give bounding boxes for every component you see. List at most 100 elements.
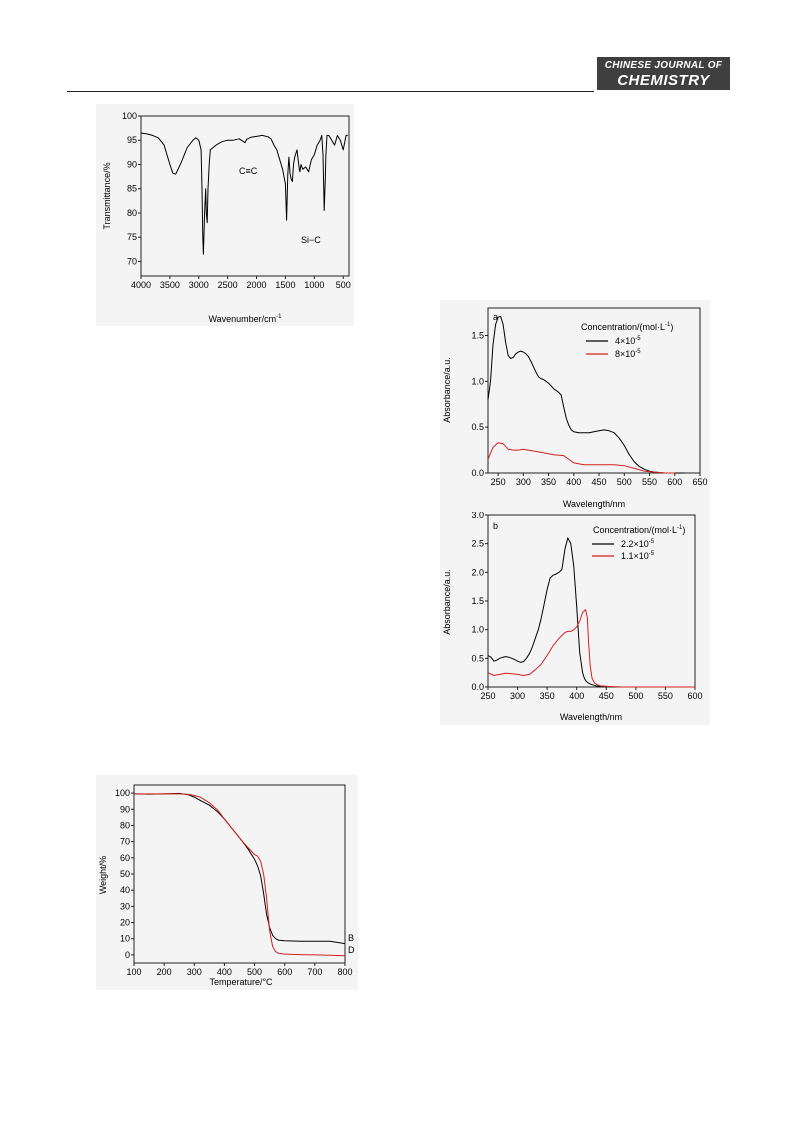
y-tick-label: 3.0 — [471, 512, 484, 520]
x-tick-label: 500 — [617, 477, 632, 487]
x-tick-label: 300 — [187, 967, 202, 977]
x-tick-label: 300 — [510, 691, 525, 701]
x-tick-label: 800 — [337, 967, 352, 977]
x-tick-label: 1500 — [275, 280, 295, 290]
x-tick-label: 100 — [126, 967, 141, 977]
y-tick-label: 1.0 — [471, 625, 484, 635]
y-tick-label: 90 — [127, 159, 137, 169]
x-tick-label: 4000 — [131, 280, 151, 290]
x-tick-label: 500 — [628, 691, 643, 701]
annotation-sic: Si−C — [301, 235, 321, 245]
y-tick-label: 10 — [120, 934, 130, 944]
x-tick-label: 250 — [491, 477, 506, 487]
ir-spectrum-figure: 4000 3500 3000 2500 2000 1500 1000 500 70 75 80 85 9… — [96, 104, 354, 326]
x-tick-label: 3500 — [160, 280, 180, 290]
legend-entry-2: 1.1×10-5 — [621, 551, 655, 561]
x-tick-label: 2500 — [218, 280, 238, 290]
x-tick-label: 550 — [642, 477, 657, 487]
x-tick-label: 500 — [247, 967, 262, 977]
series-label-d: D — [348, 945, 355, 955]
x-tick-label: 200 — [157, 967, 172, 977]
tga-figure: 100 200 300 400 500 600 700 800 0 10 20 30 40 50 60 70 8… — [96, 775, 358, 990]
y-tick-label: 50 — [120, 869, 130, 879]
ir-spectrum-chart: 4000 3500 3000 2500 2000 1500 1000 500 70 75 80 85 9… — [102, 111, 351, 324]
header-rule — [67, 91, 594, 92]
y-tick-label: 90 — [120, 804, 130, 814]
uv-panel-b-chart: 250 300 350 400 450 500 550 600 0.0 0.5 1.0 1.5 2.0 2… — [442, 510, 703, 722]
y-axis-label: Absorbance/a.u. — [442, 357, 452, 423]
series-line-b — [133, 792, 346, 945]
x-tick-label: 400 — [569, 691, 584, 701]
panel-label-b: b — [493, 521, 498, 531]
annotation-cc: C≡C — [239, 166, 258, 176]
series-line-8-10-5 — [487, 442, 675, 474]
y-tick-label: 1.5 — [471, 596, 484, 606]
journal-badge: CHINESE JOURNAL OF CHEMISTRY — [597, 57, 730, 90]
legend-title: Concentration/(mol·L-1) — [581, 322, 673, 332]
panel-label-a: a — [493, 312, 498, 322]
y-axis-label: Transmittance/% — [102, 162, 112, 229]
series-line-1-1-10-5 — [487, 609, 695, 688]
series-line-d — [134, 793, 346, 957]
x-tick-label: 400 — [217, 967, 232, 977]
x-tick-label: 600 — [687, 691, 702, 701]
y-tick-label: 70 — [120, 837, 130, 847]
y-tick-label: 85 — [127, 184, 137, 194]
uv-panel-a-figure: 250 300 350 400 450 500 550 600 650 0.0 0.5 1.0 1.5 … — [440, 300, 710, 512]
x-tick-label: 600 — [277, 967, 292, 977]
series-line-2-2-10-5 — [487, 537, 695, 688]
journal-name-line1: CHINESE JOURNAL OF — [604, 60, 723, 71]
series-line-0 — [140, 132, 348, 255]
plot-frame — [140, 115, 350, 277]
y-tick-label: 80 — [120, 820, 130, 830]
y-tick-label: 0.0 — [471, 682, 484, 692]
x-tick-label: 2000 — [247, 280, 267, 290]
x-tick-label: 300 — [516, 477, 531, 487]
y-tick-label: 2.5 — [471, 539, 484, 549]
y-tick-label: 75 — [127, 232, 137, 242]
x-tick-label: 650 — [692, 477, 707, 487]
x-tick-label: 250 — [480, 691, 495, 701]
plot-frame — [487, 307, 701, 474]
plot-frame — [133, 784, 346, 964]
y-tick-label: 100 — [122, 111, 137, 121]
y-tick-label: 60 — [120, 853, 130, 863]
y-axis-label: Absorbance/a.u. — [442, 569, 452, 635]
journal-name-line2: CHEMISTRY — [617, 72, 710, 89]
y-tick-label: 40 — [120, 885, 130, 895]
y-tick-label: 1.5 — [471, 331, 484, 341]
y-axis-label: Weight/% — [98, 856, 108, 894]
x-axis-label: Temperature/°C — [209, 977, 273, 987]
legend-entry-1: 2.2×10-5 — [621, 539, 655, 549]
x-tick-label: 350 — [540, 691, 555, 701]
x-tick-label: 3000 — [189, 280, 209, 290]
series-line-4-10-5 — [487, 315, 685, 474]
y-tick-label: 2.0 — [471, 567, 484, 577]
legend-title: Concentration/(mol·L-1) — [593, 525, 685, 535]
x-tick-label: 700 — [307, 967, 322, 977]
uv-panel-b-figure: 250 300 350 400 450 500 550 600 0.0 0.5 1.0 1.5 2.0 2… — [440, 510, 710, 725]
y-tick-label: 0 — [125, 950, 130, 960]
y-tick-label: 100 — [115, 788, 130, 798]
y-tick-label: 95 — [127, 135, 137, 145]
x-tick-label: 400 — [566, 477, 581, 487]
legend-entry-1: 4×10-5 — [615, 336, 641, 346]
x-tick-label: 450 — [599, 691, 614, 701]
y-tick-label: 0.5 — [471, 653, 484, 663]
x-axis-label: Wavelength/nm — [560, 712, 622, 722]
x-tick-label: 600 — [667, 477, 682, 487]
y-tick-label: 0.5 — [471, 422, 484, 432]
x-tick-label: 350 — [541, 477, 556, 487]
x-tick-label: 550 — [658, 691, 673, 701]
x-tick-label: 1000 — [304, 280, 324, 290]
legend-entry-2: 8×10-5 — [615, 349, 641, 359]
y-tick-label: 0.0 — [471, 468, 484, 478]
x-axis-label: Wavenumber/cm-1 — [208, 314, 282, 324]
y-tick-label: 20 — [120, 918, 130, 928]
uv-panel-a-chart: 250 300 350 400 450 500 550 600 6500.00.51.01.5 … — [442, 307, 708, 509]
y-tick-label: 1.0 — [471, 376, 484, 386]
y-tick-label: 70 — [127, 256, 137, 266]
y-tick-label: 80 — [127, 208, 137, 218]
x-tick-label: 450 — [592, 477, 607, 487]
tga-chart: 100 200 300 400 500 600 700 800 0 10 20 30 40 50 60 70 8… — [98, 784, 355, 987]
